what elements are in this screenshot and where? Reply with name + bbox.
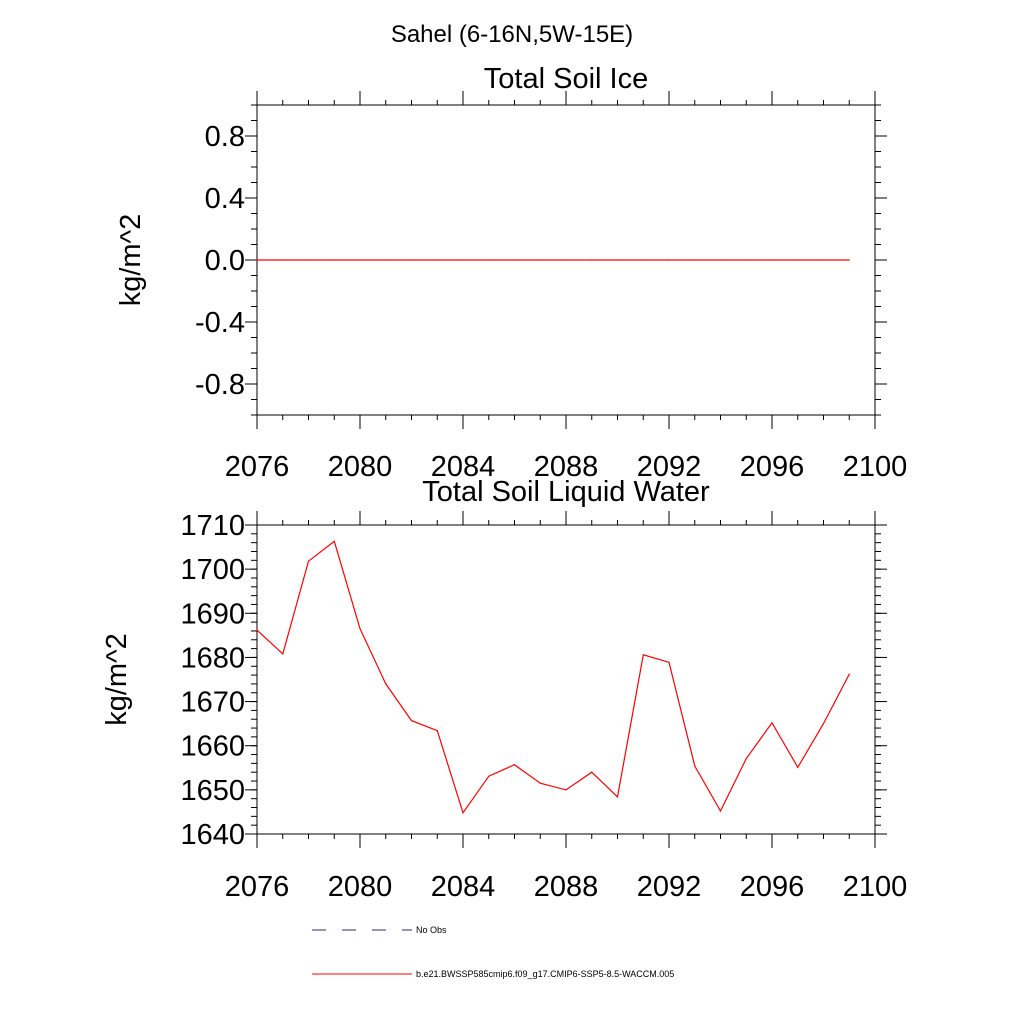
- data-point: [282, 259, 284, 261]
- data-point: [616, 796, 619, 798]
- panel-total-soil-liquid-water: Total Soil Liquid Water 2076 2080 2084 2088 2…: [101, 476, 907, 903]
- data-point: [307, 259, 310, 261]
- data-point: [822, 259, 825, 261]
- data-point: [359, 259, 361, 261]
- data-point: [668, 259, 670, 261]
- y-tick-label: 1650: [180, 775, 245, 807]
- data-point: [436, 259, 438, 261]
- y-tick-label: 1670: [180, 687, 245, 719]
- data-point: [848, 259, 850, 261]
- data-point: [462, 259, 464, 261]
- legend: No Obs b.e21.BWSSP585cmip6.f09_g17.CMIP6…: [312, 925, 674, 979]
- x-tick-label: 2092: [637, 871, 702, 903]
- panel-total-soil-ice: Total Soil Ice 2076 2080 2084 2088 2092 2096 21…: [115, 63, 907, 483]
- data-point: [642, 259, 644, 261]
- figure-suptitle: Sahel (6-16N,5W-15E): [391, 21, 633, 48]
- x-tick-label: 2096: [740, 451, 805, 483]
- data-point: [436, 730, 438, 732]
- x-tick-label: 2088: [534, 871, 599, 903]
- y-tick-label: 1700: [180, 554, 245, 586]
- x-tick-label: 2080: [328, 871, 393, 903]
- data-point: [385, 259, 387, 261]
- x-tick-label: 2092: [637, 451, 702, 483]
- data-point: [591, 259, 593, 261]
- x-tick-label: 2084: [431, 871, 496, 903]
- data-point: [359, 628, 361, 630]
- data-point: [668, 661, 670, 663]
- data-point: [539, 782, 541, 784]
- data-point: [616, 259, 619, 261]
- data-point: [797, 259, 799, 261]
- y-tick-label: 0.4: [205, 183, 245, 215]
- data-point: [333, 540, 335, 542]
- y-axis-label: kg/m^2: [101, 633, 133, 726]
- plot-frame: [256, 524, 876, 835]
- data-point: [848, 673, 850, 675]
- chart-title: Total Soil Ice: [484, 63, 648, 95]
- data-point: [282, 653, 284, 655]
- series-line: [256, 540, 850, 815]
- x-tick-label: 2076: [225, 871, 290, 903]
- data-point: [410, 259, 413, 261]
- y-tick-label: 1660: [180, 731, 245, 763]
- legend-label-model-run: b.e21.BWSSP585cmip6.f09_g17.CMIP6-SSP5-8…: [416, 969, 674, 979]
- y-tick-label: -0.8: [195, 369, 245, 401]
- data-point: [488, 259, 490, 261]
- data-point: [488, 775, 490, 777]
- data-point: [539, 259, 541, 261]
- data-point: [307, 560, 310, 562]
- x-tick-label: 2088: [534, 451, 599, 483]
- x-tick-label: 2084: [431, 451, 496, 483]
- y-tick-label: 1640: [180, 819, 245, 851]
- y-tick-label: 1690: [180, 598, 245, 630]
- data-point: [513, 259, 516, 261]
- data-point: [565, 789, 567, 791]
- y-tick-label: 1710: [180, 510, 245, 542]
- x-tick-label: 2096: [740, 871, 805, 903]
- data-point: [513, 764, 516, 766]
- data-point: [591, 771, 593, 773]
- chart-title: Total Soil Liquid Water: [422, 476, 710, 508]
- x-tick-label: 2076: [225, 451, 290, 483]
- data-point: [771, 259, 773, 261]
- x-tick-label: 2100: [843, 871, 908, 903]
- legend-label-no-obs: No Obs: [416, 925, 447, 935]
- data-point: [745, 259, 747, 261]
- data-point: [333, 259, 335, 261]
- data-point: [565, 259, 567, 261]
- data-point: [385, 683, 387, 685]
- y-tick-label: 0.8: [205, 121, 245, 153]
- y-axis-label: kg/m^2: [115, 214, 147, 307]
- data-point: [771, 722, 773, 724]
- data-point: [410, 720, 413, 722]
- data-point: [745, 757, 747, 760]
- data-point: [719, 259, 722, 261]
- data-point: [822, 723, 825, 725]
- data-point: [719, 810, 722, 812]
- y-tick-label: 0.0: [205, 245, 245, 277]
- data-point: [462, 812, 464, 814]
- data-point: [642, 654, 644, 656]
- y-tick-label: 1680: [180, 642, 245, 674]
- data-point: [256, 629, 258, 631]
- data-point: [797, 766, 799, 768]
- x-tick-label: 2100: [843, 451, 908, 483]
- data-point: [256, 259, 258, 261]
- data-point: [694, 765, 696, 767]
- y-tick-label: -0.4: [195, 307, 245, 339]
- x-tick-label: 2080: [328, 451, 393, 483]
- data-point: [694, 259, 696, 261]
